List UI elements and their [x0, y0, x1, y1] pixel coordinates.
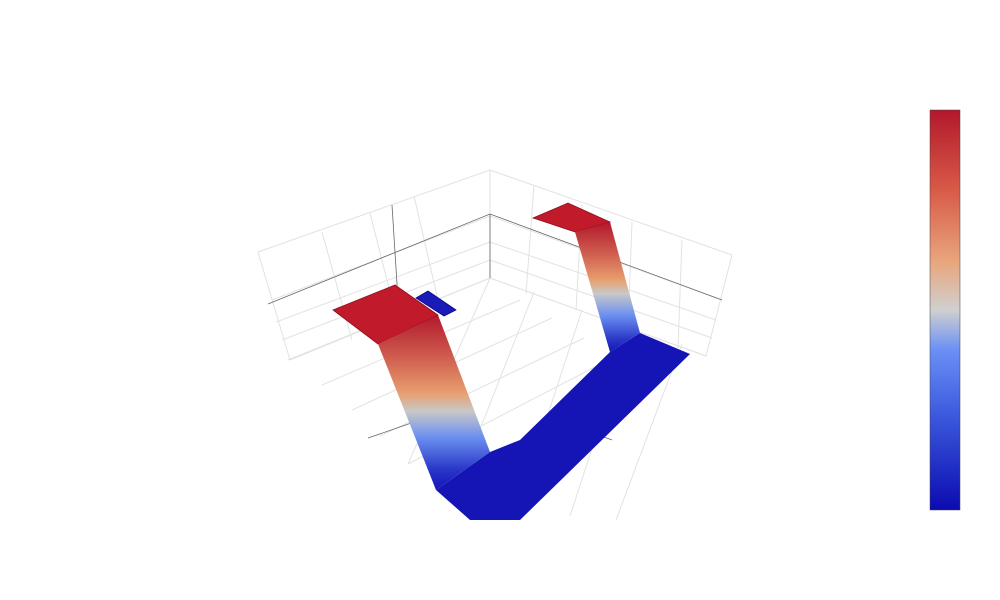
surface-right-wall [575, 222, 640, 352]
colorbar[interactable] [929, 109, 961, 511]
surface-small-blue-patch [415, 290, 457, 317]
axis-frame [267, 204, 723, 441]
surface-floor-strip [436, 333, 690, 520]
surface [332, 202, 690, 520]
surface-left-wall [378, 315, 490, 490]
